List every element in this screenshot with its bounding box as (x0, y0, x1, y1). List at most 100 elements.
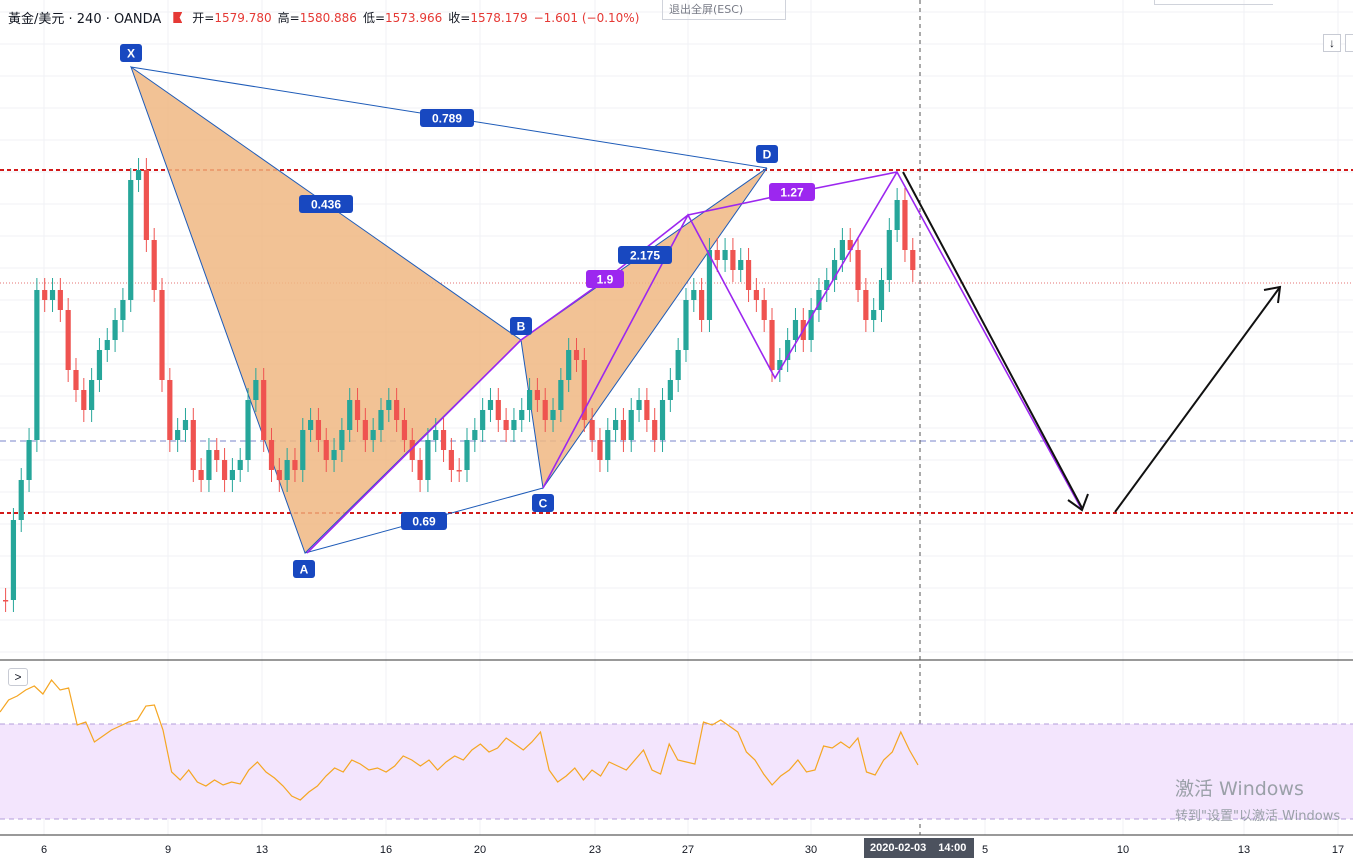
candle-body (597, 440, 603, 460)
point-label-a[interactable]: A (293, 560, 315, 578)
candle-body (417, 460, 423, 480)
candle-body (237, 460, 243, 470)
candle-body (902, 200, 908, 250)
candle-body (855, 250, 861, 290)
candle-body (910, 250, 916, 270)
candle-body (550, 410, 556, 420)
candle-body (292, 460, 298, 470)
axis-label: 6 (41, 844, 47, 856)
candle-body (347, 400, 353, 430)
point-label-x[interactable]: X (120, 44, 142, 62)
candle-body (143, 170, 149, 240)
pattern-labels[interactable]: X A B C D 0.789 0.436 2.175 0.69 1.9 1.27 (120, 44, 815, 578)
point-label-b[interactable]: B (510, 317, 532, 335)
expand-panel-button[interactable]: > (8, 668, 28, 686)
label-badge (299, 195, 353, 213)
extra-toolbar-button[interactable] (1345, 34, 1353, 52)
close-label: 收= (448, 11, 471, 25)
grid-lines (0, 0, 1353, 836)
candle-body (566, 350, 572, 380)
candle-body (706, 250, 713, 320)
flag-icon[interactable] (173, 12, 183, 23)
candle-body (644, 400, 650, 420)
candle-body (331, 450, 337, 460)
watermark-title: 激活 Windows (1175, 778, 1304, 800)
label-badge (756, 145, 778, 163)
candle-body (847, 240, 853, 250)
label-text: X (127, 47, 135, 61)
abcd-ratio-label[interactable]: 1.27 (769, 183, 815, 201)
candle-body (777, 360, 783, 370)
point-label-c[interactable]: C (532, 494, 554, 512)
rsi-band (0, 724, 1353, 819)
candle-body (3, 600, 9, 602)
point-label-d[interactable]: D (756, 145, 778, 163)
label-text: D (763, 148, 772, 162)
top-right-panel (1154, 0, 1273, 5)
up-arrow-head (1263, 285, 1282, 304)
label-badge (769, 183, 815, 201)
candle-body (276, 470, 282, 480)
label-text: A (300, 563, 309, 577)
candle-body (542, 400, 548, 420)
crosshair-time: 14:00 (938, 842, 967, 854)
candle-body (401, 420, 408, 440)
axis-label: 27 (682, 844, 694, 856)
candle-body (268, 440, 275, 470)
scroll-down-button[interactable]: ↓ (1323, 34, 1341, 52)
candle-body (354, 400, 361, 420)
candle-body (440, 430, 447, 450)
open-value: 1579.780 (214, 10, 272, 25)
candle-body (573, 350, 580, 360)
label-badge (293, 560, 315, 578)
candle-body (42, 290, 48, 300)
label-badge (401, 512, 447, 530)
candle-body (894, 200, 900, 230)
candle-body (534, 390, 540, 400)
candle-body (886, 230, 892, 280)
candle-body (89, 380, 95, 410)
candle-body (714, 250, 720, 260)
crosshair-date-badge: 2020-02-03 14:00 (864, 838, 974, 858)
label-text: 2.175 (630, 249, 660, 263)
ratio-label[interactable]: 2.175 (618, 246, 672, 264)
label-badge (120, 44, 142, 62)
candle-body (315, 420, 322, 440)
abcd-ratio-label[interactable]: 1.9 (586, 270, 624, 288)
candle-body (300, 430, 306, 470)
time-axis: 6 9 13 16 20 23 27 30 5 10 13 17 (41, 844, 1344, 856)
candle-body (128, 180, 134, 300)
axis-label: 20 (474, 844, 486, 856)
axis-label: 5 (982, 844, 988, 856)
candle-body (792, 320, 799, 340)
candle-body (831, 260, 838, 280)
low-value: 1573.966 (385, 10, 443, 25)
candle-body (167, 380, 173, 440)
ratio-label[interactable]: 0.789 (420, 109, 474, 127)
candle-body (761, 300, 767, 320)
candle-body (863, 290, 869, 320)
change-value: −1.601 (−0.10%) (533, 10, 640, 25)
candle-body (464, 440, 470, 470)
candle-body (81, 390, 87, 410)
axis-label: 30 (805, 844, 817, 856)
candle-body (362, 420, 368, 440)
abcd-projection-line (542, 171, 898, 489)
candle-body (526, 390, 533, 410)
label-text: B (517, 320, 526, 334)
candle-body (409, 440, 415, 460)
axis-label: 13 (256, 844, 268, 856)
label-text: 0.436 (311, 198, 341, 212)
ratio-label[interactable]: 0.69 (401, 512, 447, 530)
candlesticks (3, 158, 916, 612)
axis-label: 10 (1117, 844, 1129, 856)
close-value: 1578.179 (470, 10, 528, 25)
candle-body (839, 240, 845, 260)
candle-body (636, 400, 642, 410)
candle-body (769, 320, 775, 370)
exit-fullscreen-button[interactable]: 退出全屏(ESC) (662, 0, 786, 20)
candle-body (18, 480, 24, 520)
ratio-label[interactable]: 0.436 (299, 195, 353, 213)
candle-body (605, 430, 611, 460)
